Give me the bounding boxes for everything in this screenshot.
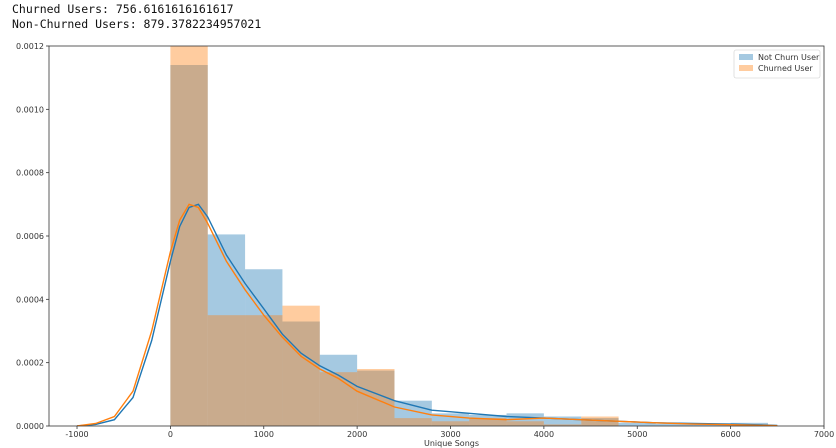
y-tick-label: 0.0004 — [16, 295, 44, 304]
hist-bar — [693, 424, 731, 426]
legend-swatch — [739, 54, 753, 60]
console-output: Churned Users: 756.6161616161617 Non-Chur… — [12, 2, 261, 32]
legend-swatch — [739, 65, 753, 71]
x-axis-label: Unique Songs — [424, 439, 479, 448]
hist-bar — [581, 416, 619, 426]
x-tick-label: 3000 — [440, 430, 460, 439]
nonchurned-mean-line: Non-Churned Users: 879.3782234957021 — [12, 17, 262, 31]
hist-bar — [543, 424, 582, 426]
legend-label: Not Churn User — [758, 53, 820, 62]
y-tick-label: 0.0012 — [16, 42, 44, 51]
hist-bar — [245, 269, 283, 426]
hist-bar — [431, 413, 470, 426]
y-tick-label: 0.0008 — [16, 169, 44, 178]
x-tick-label: 1000 — [254, 430, 274, 439]
hist-bar — [245, 315, 283, 426]
x-tick-label: 2000 — [347, 430, 367, 439]
hist-bar — [431, 421, 470, 426]
x-tick-label: 7000 — [814, 430, 834, 439]
hist-bar — [170, 46, 208, 426]
x-tick-label: -1000 — [65, 430, 88, 439]
hist-bar — [282, 321, 320, 426]
y-tick-label: 0.0010 — [16, 105, 44, 114]
plot-frame — [48, 45, 825, 427]
hist-bar — [319, 354, 358, 426]
y-tick-label: 0.0006 — [16, 232, 44, 241]
hist-bar — [319, 372, 358, 426]
x-tick-label: 0 — [168, 430, 173, 439]
x-tick-label: 5000 — [627, 430, 647, 439]
hist-bar — [469, 414, 507, 426]
hist-bar — [469, 418, 507, 426]
legend-box — [733, 49, 821, 79]
hist-bar — [207, 315, 246, 426]
y-tick-label: 0.0000 — [16, 422, 44, 431]
hist-bar — [506, 421, 544, 426]
hist-bar — [581, 418, 619, 426]
kde-line-churned — [76, 203, 778, 426]
hist-bar — [618, 422, 656, 426]
hist-bar — [394, 418, 432, 426]
hist-bar — [543, 416, 582, 426]
x-tick-label: 6000 — [720, 430, 740, 439]
hist-group-not-churn — [170, 65, 768, 426]
hist-bar — [282, 305, 320, 426]
y-tick-label: 0.0002 — [16, 359, 44, 368]
legend-label: Churned User — [758, 64, 813, 73]
hist-bar — [170, 65, 208, 426]
hist-bar — [655, 423, 694, 426]
hist-bar — [207, 234, 246, 426]
churned-mean-line: Churned Users: 756.6161616161617 — [12, 2, 234, 16]
hist-bar — [357, 369, 395, 426]
x-tick-label: 4000 — [534, 430, 554, 439]
